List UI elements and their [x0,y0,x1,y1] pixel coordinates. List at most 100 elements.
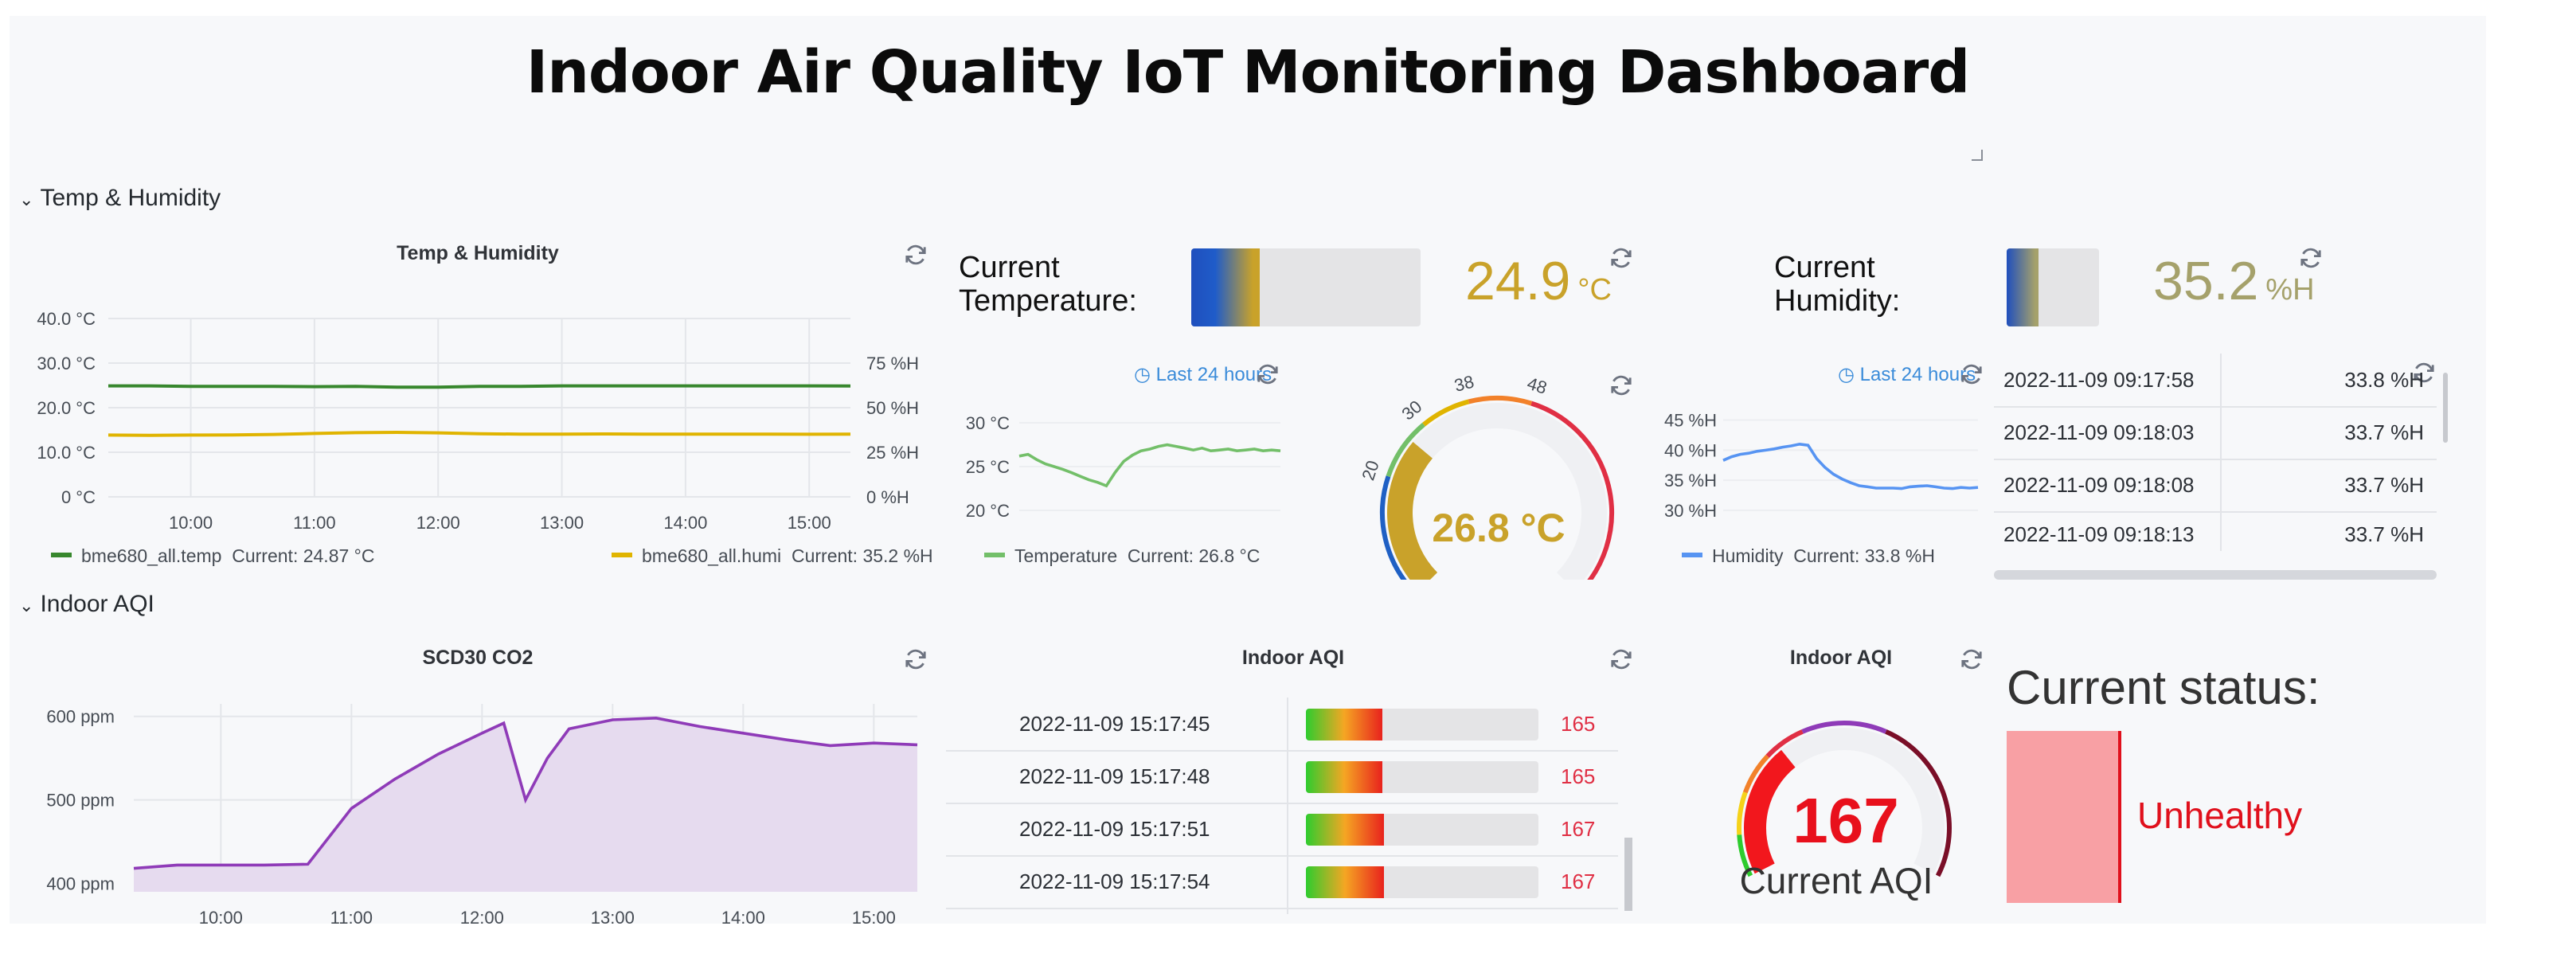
time-range-link[interactable]: ◷ Last 24 hours [1838,363,1976,385]
horizontal-scrollbar[interactable] [1994,570,2437,580]
temp-humidity-chart: 0 °C 10.0 °C 20.0 °C 30.0 °C 40.0 °C 0 %H 25 %… [37,309,919,533]
table-row[interactable]: 2022-11-09 15:17:54 167 [946,855,1618,909]
vertical-scrollbar[interactable] [2443,373,2448,443]
gauge-tick-label: 48 [1525,373,1550,398]
x-tick-label: 11:00 [293,513,335,533]
table-row[interactable]: 2022-11-09 15:17:45 165 [946,698,1618,752]
refresh-icon[interactable] [1255,361,1280,387]
gauge-threshold-band [1801,721,1887,734]
table-row[interactable]: 2022-11-09 15:17:48 165 [946,750,1618,804]
row-header-temp-humidity[interactable]: ⌄ Temp & Humidity [19,185,221,212]
humidity-table-panel: 2022-11-09 09:17:58 33.8 %H 2022-11-09 0… [1994,354,2456,584]
aqi-gauge-value: 167 [1792,787,1899,857]
aqi-gauge-caption: Current AQI [1739,860,1933,901]
aqi-bar-fill [1306,866,1384,898]
refresh-icon[interactable] [1609,647,1634,672]
y-tick-label: 40.0 °C [37,309,96,329]
x-tick-label: 15:00 [788,513,831,533]
table-row[interactable]: 2022-11-09 09:18:03 33.7 %H [1994,406,2437,460]
refresh-icon[interactable] [1959,361,1984,387]
status-box [2007,731,2121,903]
x-tick-label: 11:00 [330,908,373,928]
legend-swatch [612,553,632,558]
refresh-icon[interactable] [2411,360,2437,385]
refresh-icon[interactable] [1609,373,1634,398]
temperature-24h-chart: 20 °C 25 °C 30 °C [966,413,1281,521]
status-value: Unhealthy [2137,795,2303,836]
panel-title: Indoor AQI [1789,647,1893,669]
y-tick-label: 30.0 °C [37,354,96,373]
dashboard: Indoor Air Quality IoT Monitoring Dashbo… [10,16,2486,928]
legend-temp[interactable]: bme680_all.temp Current: 24.87 °C [51,548,375,567]
aqi-bar-fill [1306,814,1384,846]
temperature-gauge-value: 26.8 °C [1432,506,1566,551]
y-tick-label: 400 ppm [46,874,115,894]
aqi-bar-gauge [1306,709,1538,740]
resize-handle-icon[interactable] [1972,150,1983,161]
time-range-link[interactable]: ◷ Last 24 hours [1134,363,1272,385]
refresh-icon[interactable] [2298,245,2324,271]
gauge-threshold-band [1386,422,1425,478]
refresh-icon[interactable] [1609,245,1634,271]
gauge-threshold-band [1765,729,1804,758]
clock-icon: ◷ [1134,363,1151,385]
table-row[interactable]: 2022-11-09 09:17:58 33.8 %H [1994,354,2437,408]
panel-title: Temp & Humidity [397,242,559,264]
refresh-icon[interactable] [903,647,928,672]
aqi-bar-fill [1306,761,1383,793]
current-temperature-value: 24.9 °C [1465,252,1612,312]
temperature-gauge: 02030384885 [1358,372,1614,580]
gauge-tick-label: 38 [1452,372,1476,396]
chevron-down-icon: ⌄ [19,191,34,210]
gauge-threshold-band [1380,475,1407,580]
series-temperature-line [1018,443,1281,488]
x-tick-label: 14:00 [663,513,707,533]
aqi-bar-gauge [1306,761,1538,793]
table-row[interactable]: 2022-11-09 09:18:13 33.7 %H [2003,522,2424,545]
legend-temperature[interactable]: Temperature Current: 26.8 °C [984,548,1260,567]
series-co2-area [134,717,917,892]
gauge-threshold-band [1885,729,1952,877]
gauge-tick-label: 20 [1358,458,1382,483]
dashboard-title: Indoor Air Quality IoT Monitoring Dashbo… [526,38,1971,107]
vertical-scrollbar[interactable] [1624,838,1632,911]
y-tick-label: 40 %H [1664,440,1717,460]
legend-humi[interactable]: bme680_all.humi Current: 35.2 %H [612,548,933,567]
series-humi-line [107,430,851,437]
y-tick-label: 30 %H [1664,501,1717,521]
y-tick-label: 45 %H [1664,411,1717,431]
aqi-bar-gauge [1306,866,1538,898]
humidity-bar-gauge [2007,248,2099,326]
series-temp-line [108,384,851,389]
y-tick-label: 0 °C [61,487,96,507]
gauge-threshold-band [1742,754,1769,794]
gauge-threshold-band [1530,401,1614,580]
y2-tick-label: 25 %H [866,443,919,463]
table-row[interactable]: 2022-11-09 15:17:51 167 [946,803,1618,857]
column-divider [2220,354,2222,551]
x-tick-label: 12:00 [460,908,504,928]
gauge-value-arc [1387,442,1438,580]
temperature-gauge-panel: 02030384885 26.8 °C [1331,357,1640,580]
x-tick-label: 13:00 [540,513,584,533]
co2-chart: 400 ppm 500 ppm 600 ppm 10:00 11:00 12:00 13:0… [46,704,918,928]
y2-tick-label: 0 %H [866,487,909,507]
legend-swatch [1682,553,1702,558]
table-row[interactable]: 2022-11-09 09:18:08 33.7 %H [1994,459,2437,513]
aqi-gauge-panel: Indoor AQI 167 Current AQI [1682,640,2000,927]
legend-humidity[interactable]: Humidity Current: 33.8 %H [1682,548,1935,567]
refresh-icon[interactable] [1959,647,1984,672]
clock-icon: ◷ [1838,363,1855,385]
x-tick-label: 14:00 [721,908,765,928]
y-tick-label: 35 %H [1664,471,1717,490]
current-humidity-panel: Current Humidity: 35.2 %H [1761,236,2335,334]
row-header-indoor-aqi[interactable]: ⌄ Indoor AQI [19,591,154,618]
temperature-24h-panel: ◷ Last 24 hours 20 °C 25 °C 30 °C Temperat… [946,357,1284,580]
y-tick-label: 30 °C [966,413,1010,433]
refresh-icon[interactable] [903,242,928,268]
temperature-bar-fill [1191,248,1261,326]
y-tick-label: 25 °C [966,457,1010,477]
legend-swatch [984,553,1005,558]
chevron-down-icon: ⌄ [19,597,34,616]
y-tick-label: 500 ppm [46,791,115,811]
